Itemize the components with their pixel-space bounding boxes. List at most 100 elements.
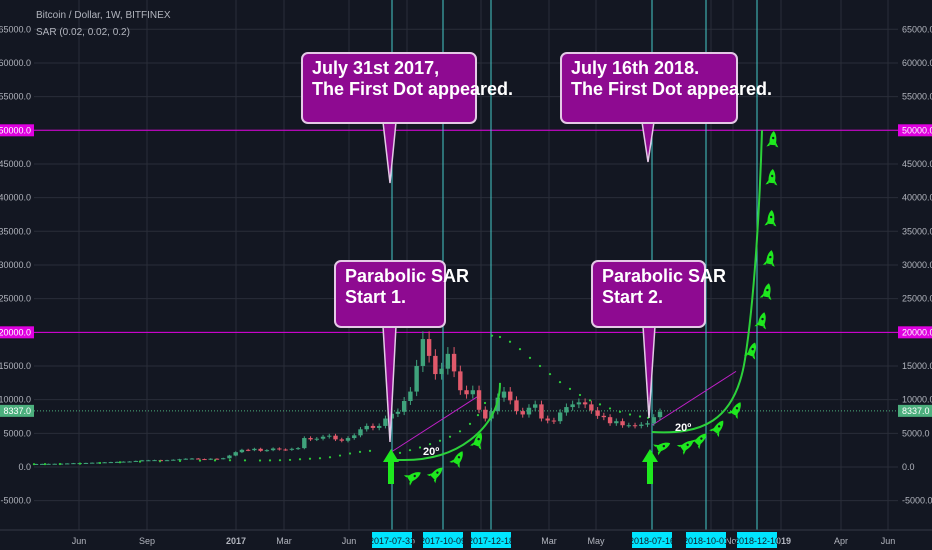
y-tick-label: 35000.0 — [0, 226, 31, 236]
candle — [233, 452, 238, 456]
rocket-fin — [676, 444, 687, 455]
candle — [327, 435, 332, 437]
sar-dot — [418, 446, 422, 449]
y-tick-label: 55000.0 — [902, 92, 932, 102]
y-tick-label: 15000.0 — [0, 361, 31, 371]
sar-dot — [438, 439, 442, 442]
sar-dot — [578, 393, 582, 397]
rocket-fin — [709, 427, 720, 438]
candle — [520, 411, 525, 415]
rocket-body — [430, 467, 443, 480]
candles — [33, 331, 663, 465]
up-arrow-icon — [383, 449, 399, 484]
sar-dot — [558, 381, 562, 384]
angle-labels: 20º 20º — [423, 422, 691, 458]
rocket-icon — [690, 433, 707, 450]
sar-dot — [78, 462, 82, 465]
rocket-fin — [403, 475, 413, 486]
candle — [96, 462, 101, 464]
candle — [570, 404, 575, 408]
y-tick-label: 30000.0 — [0, 260, 31, 270]
candle — [308, 438, 313, 440]
x-tick-label: Mar — [541, 536, 557, 546]
sar-dot — [158, 460, 162, 463]
candle — [264, 450, 270, 452]
candle — [121, 461, 126, 463]
sar-dot — [476, 414, 480, 417]
y-tick-label: 5000.0 — [902, 428, 930, 438]
candle — [377, 425, 382, 428]
candle — [46, 463, 51, 465]
price-badge-label: 8337.0 — [3, 406, 31, 416]
rocket-icon — [764, 210, 777, 227]
candle — [620, 421, 625, 426]
date-badge — [423, 532, 463, 548]
candle — [114, 461, 120, 463]
x-tick-label: Nov — [725, 536, 742, 546]
candle — [395, 411, 401, 414]
sar-dot — [258, 459, 262, 462]
sar-dot — [588, 399, 592, 402]
rocket-window — [769, 215, 773, 219]
callout-line: Parabolic SAR — [602, 266, 727, 286]
y-tick-label: 45000.0 — [0, 159, 31, 169]
sar-dot — [448, 435, 452, 438]
rocket-icon — [727, 402, 741, 420]
rocket-fin — [759, 293, 772, 301]
rocket-icon — [766, 131, 779, 148]
date-badge-label: 2017-07-31 — [369, 536, 415, 546]
y-tick-label: 40000.0 — [0, 193, 31, 203]
date-badge — [737, 532, 777, 548]
date-badge — [471, 532, 511, 548]
indicator-label: SAR (0.02, 0.02, 0.2) — [36, 27, 130, 38]
candle — [451, 353, 457, 372]
sar-dot — [268, 459, 272, 462]
date-badge-label: 2017-12-18 — [468, 536, 514, 546]
candle — [214, 458, 220, 460]
rocket-fin — [690, 439, 701, 450]
rocket-window — [686, 443, 689, 447]
sar-dot — [608, 407, 612, 410]
level-badge — [0, 326, 34, 339]
candle — [651, 417, 656, 424]
rocket-icon — [469, 432, 483, 450]
rocket-fin — [653, 444, 662, 456]
candle — [208, 458, 213, 460]
candle — [295, 448, 301, 450]
rocket-icon — [676, 440, 694, 455]
level-badge — [898, 124, 932, 137]
candle — [632, 425, 638, 427]
candle — [383, 418, 388, 426]
candle — [65, 463, 70, 465]
candle — [495, 397, 500, 412]
candle — [352, 435, 357, 439]
rocket-window — [662, 444, 666, 448]
rocket-window — [771, 136, 775, 140]
parabola-2 — [651, 130, 763, 434]
sar-dot — [528, 356, 532, 360]
y-tick-label: 40000.0 — [902, 193, 932, 203]
y-tick-label: 35000.0 — [902, 226, 932, 236]
rocket-window — [769, 255, 772, 259]
candle — [420, 339, 426, 366]
rocket-window — [700, 437, 703, 440]
candle — [127, 461, 132, 463]
candle — [557, 412, 563, 422]
rocket-icon — [759, 283, 772, 301]
parabola-1 — [391, 382, 501, 462]
up-arrow-icon — [642, 449, 658, 484]
candle — [533, 404, 538, 408]
sar-dot — [98, 461, 102, 465]
candle — [514, 400, 519, 412]
sar-dot — [138, 460, 142, 463]
callout-line: July 31st 2017, — [312, 58, 440, 78]
sar-dot — [458, 430, 462, 433]
candle — [89, 462, 95, 464]
candle — [464, 390, 469, 395]
date-badge — [372, 532, 412, 548]
candle — [133, 460, 139, 462]
rocket-window — [770, 174, 774, 178]
sar-dot — [618, 410, 622, 413]
sar-dot — [518, 348, 522, 351]
sar-dot — [358, 450, 362, 453]
